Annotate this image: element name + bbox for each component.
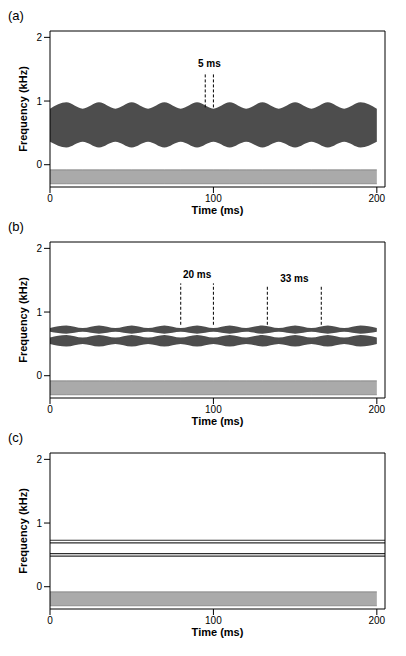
svg-text:20 ms: 20 ms [183,269,212,280]
svg-text:100: 100 [205,615,222,626]
svg-text:2: 2 [36,243,42,254]
svg-text:0: 0 [36,159,42,170]
svg-text:0: 0 [47,193,53,204]
svg-text:100: 100 [205,404,222,415]
svg-text:Frequency (kHz): Frequency (kHz) [17,66,29,152]
svg-text:200: 200 [368,193,385,204]
svg-text:33 ms: 33 ms [280,273,309,284]
svg-text:0: 0 [36,370,42,381]
html-text:(a): (a) [8,8,24,23]
svg-text:0: 0 [36,581,42,592]
svg-text:0: 0 [47,404,53,415]
svg-text:200: 200 [368,404,385,415]
svg-text:0: 0 [47,615,53,626]
svg-text:Time (ms): Time (ms) [192,204,244,216]
svg-text:1: 1 [36,518,42,529]
svg-text:200: 200 [368,615,385,626]
svg-text:1: 1 [36,96,42,107]
html-text:(c): (c) [8,430,24,445]
svg-text:2: 2 [36,454,42,465]
svg-text:Frequency (kHz): Frequency (kHz) [17,488,29,574]
svg-text:100: 100 [205,193,222,204]
html-text:(b): (b) [8,219,24,234]
svg-text:2: 2 [36,32,42,43]
svg-text:1: 1 [36,307,42,318]
svg-text:Time (ms): Time (ms) [192,626,244,638]
svg-text:Frequency (kHz): Frequency (kHz) [17,277,29,363]
svg-text:Time (ms): Time (ms) [192,415,244,427]
svg-text:5 ms: 5 ms [198,58,221,69]
